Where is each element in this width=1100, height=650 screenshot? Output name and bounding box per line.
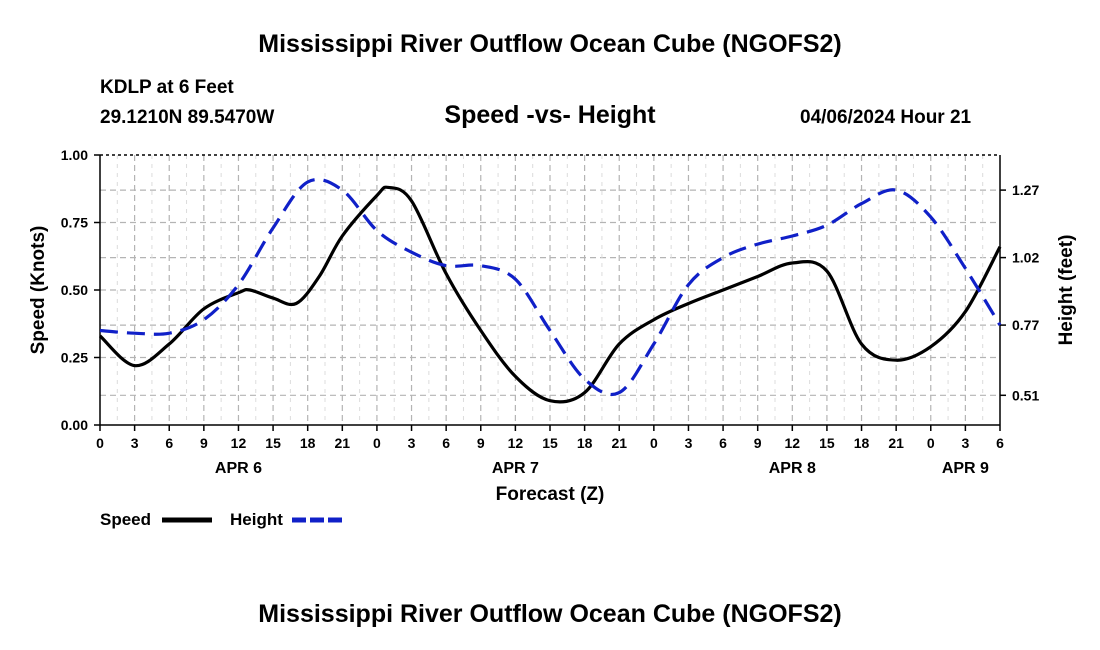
y-tick-label-left: 1.00 (61, 147, 88, 163)
x-tick-label: 9 (754, 435, 762, 451)
y-axis-title-right: Height (feet) (1056, 235, 1077, 346)
station-coordinates: 29.1210N 89.5470W (100, 107, 275, 128)
x-tick-label: 6 (719, 435, 727, 451)
x-tick-label: 3 (408, 435, 416, 451)
x-tick-label: 15 (819, 435, 835, 451)
x-tick-label: 21 (888, 435, 904, 451)
x-tick-label: 12 (231, 435, 247, 451)
x-tick-label: 12 (508, 435, 524, 451)
y-tick-label-left: 0.50 (61, 282, 88, 298)
x-tick-label: 18 (577, 435, 593, 451)
x-date-label: APR 9 (942, 460, 989, 477)
x-tick-label: 6 (165, 435, 173, 451)
y-tick-label-left: 0.25 (61, 350, 88, 366)
x-tick-label: 0 (373, 435, 381, 451)
legend-height-label: Height (230, 510, 283, 529)
x-tick-label: 3 (131, 435, 139, 451)
x-tick-label: 21 (335, 435, 351, 451)
x-tick-label: 9 (477, 435, 485, 451)
x-tick-label: 18 (300, 435, 316, 451)
x-date-label: APR 7 (492, 460, 539, 477)
x-tick-label: 9 (200, 435, 208, 451)
x-tick-label: 12 (785, 435, 801, 451)
chart-subtitle: Speed -vs- Height (444, 101, 656, 129)
y-tick-label-left: 0.75 (61, 215, 88, 231)
x-tick-label: 6 (996, 435, 1004, 451)
legend-speed-label: Speed (100, 510, 152, 529)
x-tick-label: 3 (685, 435, 693, 451)
x-tick-label: 6 (442, 435, 450, 451)
x-tick-label: 21 (611, 435, 627, 451)
x-tick-label: 0 (96, 435, 104, 451)
y-tick-label-right: 1.02 (1012, 250, 1039, 266)
y-axis-title-left: Speed (Knots) (28, 226, 49, 355)
x-date-label: APR 8 (769, 460, 816, 477)
page-title: Mississippi River Outflow Ocean Cube (NG… (258, 30, 842, 58)
y-tick-label-right: 0.51 (1012, 387, 1039, 403)
y-tick-label-right: 0.77 (1012, 317, 1039, 333)
x-axis-title: Forecast (Z) (496, 484, 605, 505)
x-tick-label: 3 (961, 435, 969, 451)
x-tick-label: 0 (650, 435, 658, 451)
y-tick-label-left: 0.00 (61, 417, 88, 433)
x-tick-label: 0 (927, 435, 935, 451)
x-date-label: APR 6 (215, 460, 262, 477)
station-label: KDLP at 6 Feet (100, 77, 234, 98)
x-tick-label: 15 (542, 435, 558, 451)
y-tick-label-right: 1.27 (1012, 182, 1039, 198)
speed-series-line (98, 185, 1002, 404)
x-tick-label: 15 (265, 435, 281, 451)
footer-title: Mississippi River Outflow Ocean Cube (NG… (258, 600, 842, 628)
x-tick-label: 18 (854, 435, 870, 451)
height-series-line (99, 177, 1002, 397)
forecast-datetime: 04/06/2024 Hour 21 (800, 107, 972, 128)
